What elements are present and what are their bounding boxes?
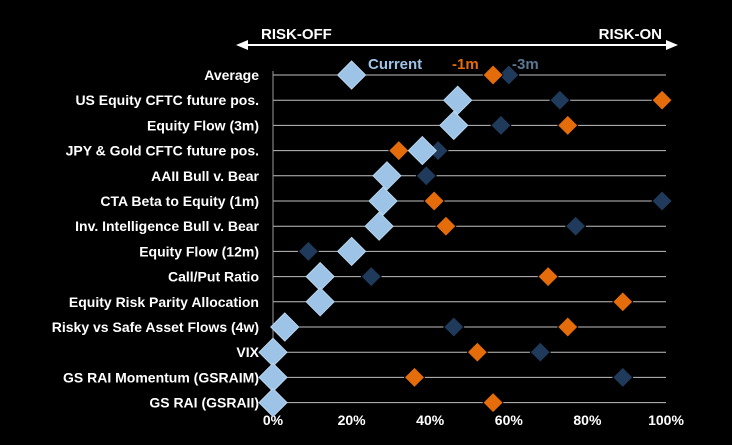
marker-3m [498, 64, 520, 86]
marker-1m [482, 392, 504, 414]
marker-current [305, 287, 335, 317]
marker-1m [466, 341, 488, 363]
marker-current [372, 161, 402, 191]
marker-current [439, 110, 469, 141]
marker-current [407, 135, 438, 166]
category-label: GS RAI Momentum (GSRAIM) [63, 369, 259, 385]
marker-3m [360, 266, 382, 288]
category-label: CTA Beta to Equity (1m) [100, 193, 259, 209]
data-markers [258, 60, 673, 418]
marker-3m [549, 89, 571, 111]
risk-direction-arrow [236, 40, 678, 50]
x-tick-label: 20% [338, 412, 367, 428]
marker-3m [297, 240, 319, 262]
category-label: JPY & Gold CFTC future pos. [66, 143, 259, 159]
risk-on-label: RISK-ON [599, 26, 662, 43]
marker-current [364, 211, 394, 241]
x-tick-label: 0% [263, 412, 284, 428]
risk-off-label: RISK-OFF [261, 26, 332, 43]
marker-3m [490, 114, 512, 136]
x-tick-label: 40% [416, 412, 445, 428]
marker-current [258, 387, 288, 418]
category-label: Inv. Intelligence Bull v. Bear [75, 218, 259, 234]
category-label: Call/Put Ratio [168, 269, 259, 285]
gridlines [273, 74, 666, 404]
marker-3m [651, 190, 673, 212]
x-tick-label: 80% [573, 412, 602, 428]
marker-1m [435, 215, 457, 237]
marker-current [336, 236, 367, 267]
marker-current [258, 362, 288, 393]
legend-1m: -1m [452, 56, 479, 73]
marker-3m [443, 316, 465, 338]
marker-3m [565, 215, 587, 237]
category-label: Equity Risk Parity Allocation [69, 294, 259, 310]
marker-1m [612, 291, 634, 313]
marker-1m [482, 64, 504, 86]
category-label: VIX [236, 344, 259, 360]
marker-current [270, 312, 300, 342]
marker-1m [388, 140, 410, 162]
marker-current [368, 186, 398, 216]
x-tick-label: 100% [648, 412, 684, 428]
category-label: GS RAI (GSRAII) [149, 395, 259, 411]
category-label: US Equity CFTC future pos. [75, 92, 259, 108]
category-label: Risky vs Safe Asset Flows (4w) [52, 319, 259, 335]
legend-3m: -3m [512, 56, 539, 73]
marker-3m [612, 366, 634, 388]
marker-1m [651, 89, 673, 111]
category-label: Equity Flow (3m) [147, 117, 259, 133]
marker-3m [415, 165, 437, 187]
legend-current: Current [368, 56, 422, 73]
marker-1m [557, 316, 579, 338]
marker-3m [529, 341, 551, 363]
category-label: Equity Flow (12m) [139, 243, 259, 259]
category-labels: Average US Equity CFTC future pos. Equity … [52, 67, 260, 411]
marker-1m [537, 266, 559, 288]
marker-current [258, 337, 288, 367]
marker-current [305, 261, 335, 292]
legend: Current -1m -3m [368, 56, 539, 73]
x-tick-label: 60% [495, 412, 524, 428]
marker-1m [403, 366, 426, 388]
category-label: Average [204, 67, 259, 83]
marker-current [443, 85, 473, 115]
marker-1m [423, 190, 445, 212]
category-label: AAII Bull v. Bear [151, 168, 259, 184]
marker-current [336, 60, 367, 90]
marker-1m [557, 114, 579, 136]
